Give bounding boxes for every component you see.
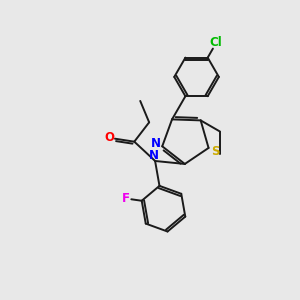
Text: F: F (122, 192, 130, 205)
Text: S: S (211, 145, 219, 158)
Text: N: N (151, 137, 161, 150)
Text: N: N (148, 149, 159, 162)
Text: O: O (104, 131, 114, 144)
Text: Cl: Cl (210, 36, 223, 50)
